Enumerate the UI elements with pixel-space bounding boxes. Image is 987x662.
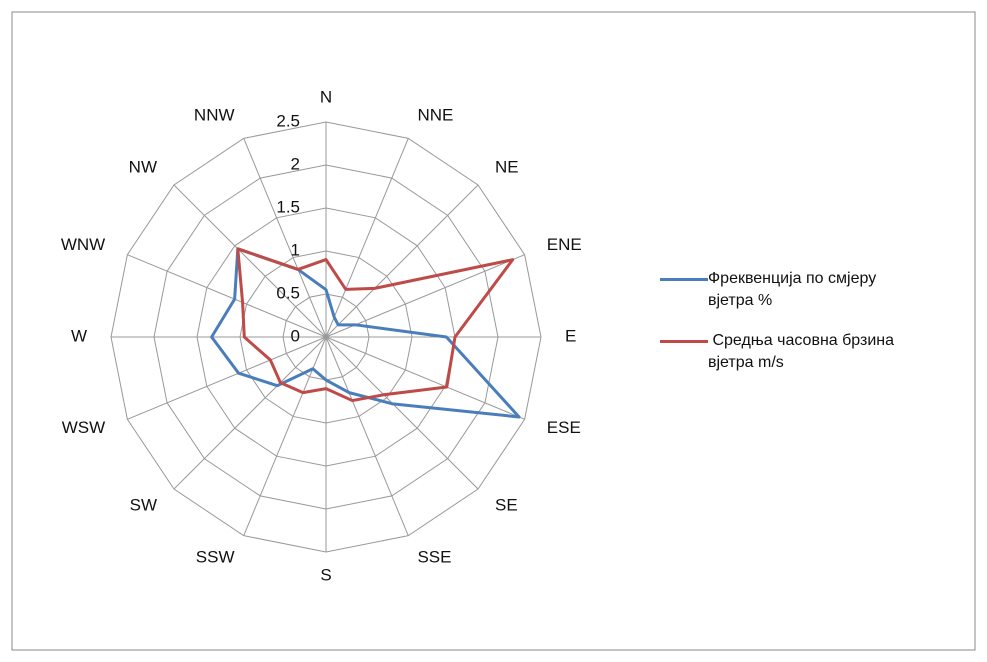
spoke [325,336,525,420]
spoke [173,184,327,338]
category-label: SE [495,495,518,514]
series-line [236,247,515,403]
spoke [127,336,327,420]
spoke [325,138,409,338]
category-label: N [320,87,332,106]
category-label: NNW [194,106,235,125]
legend-item: Фреквенција по смјеру вјетра % [660,268,960,312]
spoke [243,336,327,536]
category-label: SW [130,495,157,514]
category-label: SSW [196,547,235,566]
tick-label: 0.5 [276,283,300,302]
category-label: NNE [417,106,453,125]
spoke [325,336,409,536]
category-label: NW [129,157,157,176]
spoke [325,336,479,490]
category-label: ENE [547,235,582,254]
tick-label: 0 [291,326,300,345]
legend-item: Средња часовна брзина вјетра m/s [660,330,960,374]
tick-label: 1.5 [276,197,300,216]
category-label: E [565,326,576,345]
category-label: WNW [61,235,105,254]
tick-label: 2.5 [276,111,300,130]
category-label: ESE [547,418,581,437]
spoke [325,184,479,338]
spoke [243,138,327,338]
spoke [127,254,327,338]
chart-border [11,11,976,651]
category-label: S [320,565,331,584]
legend-label: Средња часовна брзина вјетра m/s [708,332,899,371]
category-label: WSW [62,418,105,437]
category-label: W [71,326,87,345]
spoke [173,336,327,490]
spoke [325,254,525,338]
category-label: NE [495,157,519,176]
category-label: SSE [417,547,451,566]
series-line [210,247,521,419]
legend-label: Фреквенција по смјеру вјетра % [708,270,881,309]
tick-label: 2 [291,154,300,173]
legend: Фреквенција по смјеру вјетра % Средња ча… [660,268,960,392]
legend-swatch [660,278,708,281]
tick-label: 1 [291,240,300,259]
legend-swatch [660,340,708,343]
